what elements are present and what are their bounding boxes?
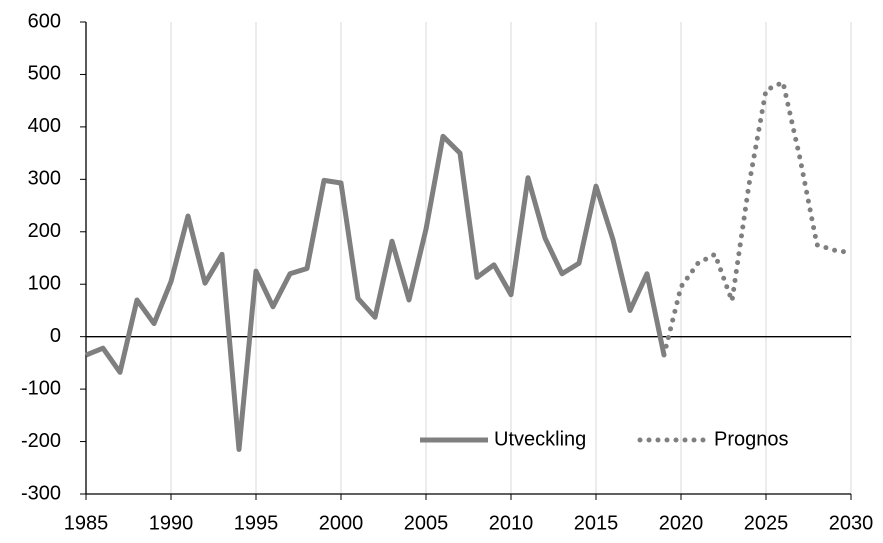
x-tick-label: 2025 xyxy=(744,512,789,534)
x-tick-label: 2020 xyxy=(659,512,704,534)
y-tick-label: 100 xyxy=(28,273,61,295)
y-tick-label: -200 xyxy=(21,430,61,452)
data-line xyxy=(661,78,854,358)
y-tick-label: -300 xyxy=(21,482,61,504)
y-tick-label: 600 xyxy=(28,10,61,32)
legend-label: Utveckling xyxy=(494,428,586,450)
y-tick-label: 300 xyxy=(28,168,61,190)
x-tick-label: 1995 xyxy=(234,512,279,534)
data-line xyxy=(85,133,667,452)
y-tick-label: 400 xyxy=(28,115,61,137)
x-tick-label: 2005 xyxy=(404,512,449,534)
x-tick-label: 2015 xyxy=(574,512,619,534)
x-tick-label: 2000 xyxy=(319,512,364,534)
legend-label: Prognos xyxy=(714,428,789,450)
x-tick-label: 1985 xyxy=(64,512,109,534)
x-tick-label: 2030 xyxy=(829,512,874,534)
x-tick-label: 1990 xyxy=(149,512,194,534)
y-tick-label: 500 xyxy=(28,63,61,85)
y-tick-label: 0 xyxy=(50,325,61,347)
y-tick-label: -100 xyxy=(21,377,61,399)
x-tick-label: 2010 xyxy=(489,512,534,534)
y-tick-label: 200 xyxy=(28,220,61,242)
